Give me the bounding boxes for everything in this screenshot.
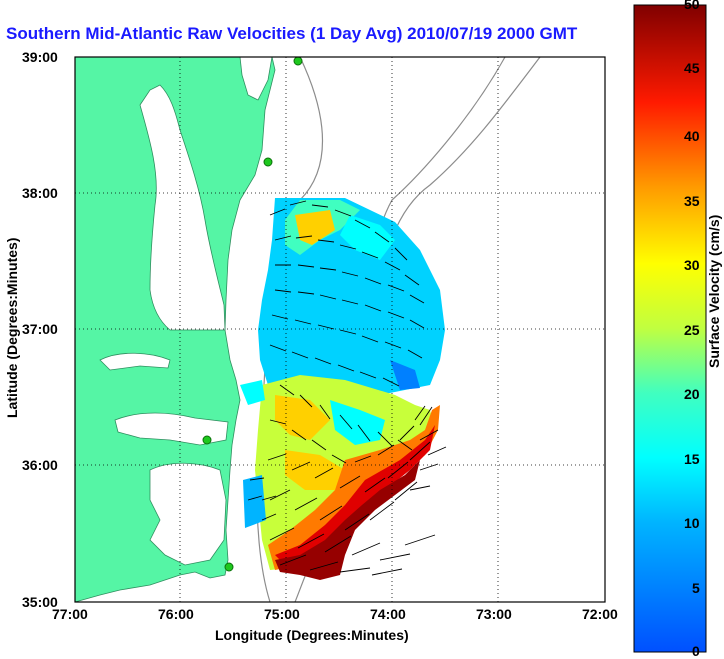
plot-frame (74, 56, 606, 603)
x-tick-label: 72:00 (582, 606, 618, 622)
chesapeake-bay (139, 84, 226, 331)
pamlico-sound (149, 462, 227, 566)
y-tick-label: 39:00 (22, 49, 58, 65)
delaware-bay (239, 57, 273, 101)
x-tick-label: 76:00 (158, 606, 194, 622)
colorbar-tick-label: 15 (684, 451, 700, 467)
colorbar-tick-label: 50 (684, 0, 700, 12)
x-tick-label: 73:00 (476, 606, 512, 622)
x-axis-label: Longitude (Degrees:Minutes) (215, 627, 409, 643)
colorbar-tick-label: 40 (684, 128, 700, 144)
colorbar-tick-label: 0 (692, 643, 700, 659)
radar-station-marker (202, 435, 212, 445)
velocity-field (240, 198, 445, 580)
x-tick-label: 74:00 (370, 606, 406, 622)
colorbar (633, 4, 707, 653)
colorbar-tick-label: 30 (684, 257, 700, 273)
y-tick-label: 35:00 (22, 594, 58, 610)
colorbar-label: Surface Velocity (cm/s) (706, 214, 722, 368)
colorbar-tick-label: 20 (684, 386, 700, 402)
x-tick-label: 75:00 (264, 606, 300, 622)
colorbar-tick-label: 10 (684, 515, 700, 531)
map-grid (75, 57, 605, 602)
y-tick-label: 37:00 (22, 321, 58, 337)
radar-station-marker (293, 57, 303, 66)
y-tick-label: 38:00 (22, 185, 58, 201)
y-tick-label: 36:00 (22, 457, 58, 473)
albemarle-sound (114, 412, 229, 446)
river-inlet (99, 352, 171, 371)
colorbar-tick-label: 5 (692, 580, 700, 596)
radar-station-marker (263, 157, 273, 167)
radar-station-marker (224, 562, 234, 572)
colorbar-tick-label: 25 (684, 322, 700, 338)
colorbar-tick-label: 35 (684, 193, 700, 209)
map-title: Southern Mid-Atlantic Raw Velocities (1 … (6, 24, 578, 43)
x-tick-label: 77:00 (52, 606, 88, 622)
colorbar-tick-label: 45 (684, 60, 700, 76)
current-vectors (247, 200, 447, 576)
y-axis-label: Latitude (Degrees:Minutes) (4, 237, 20, 418)
